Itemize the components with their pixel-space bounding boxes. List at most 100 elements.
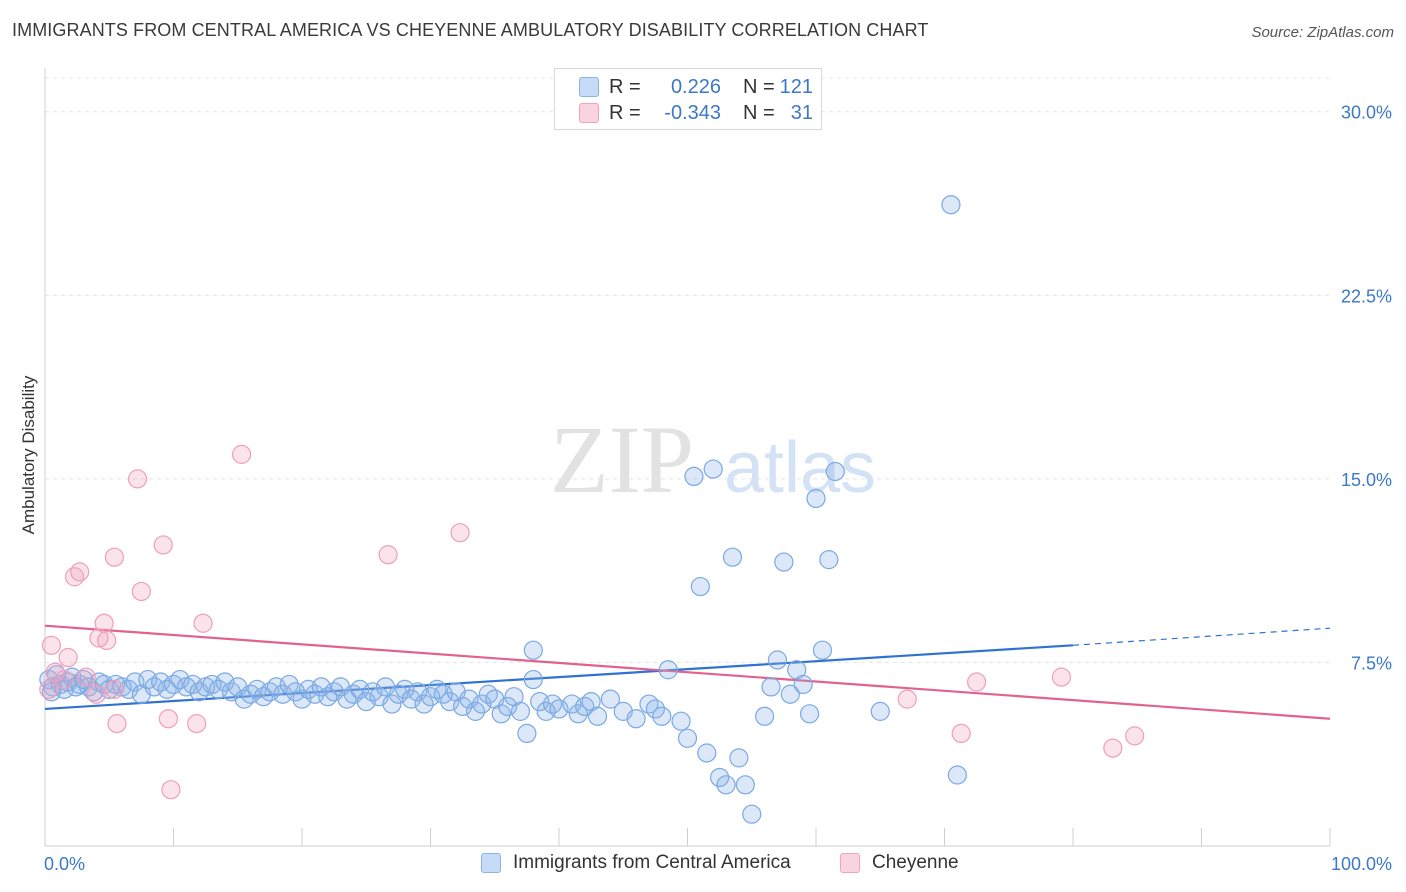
chart-title: IMMIGRANTS FROM CENTRAL AMERICA VS CHEYE… — [12, 20, 929, 40]
data-point — [716, 775, 736, 795]
data-point — [54, 669, 74, 690]
legend-swatch-blue — [481, 853, 501, 873]
y-tick-label: 7.5% — [1351, 653, 1392, 673]
y-tick-label: 15.0% — [1341, 470, 1392, 490]
data-point — [774, 552, 794, 572]
data-point — [378, 545, 398, 565]
data-point — [153, 535, 173, 555]
data-point — [382, 694, 402, 714]
legend-r-label: R = — [609, 75, 641, 98]
data-point — [408, 682, 428, 702]
data-point — [710, 767, 730, 788]
data-point — [107, 714, 127, 734]
data-point — [761, 677, 781, 697]
data-point — [587, 706, 608, 726]
data-point — [215, 672, 235, 692]
series-cheyenne — [39, 444, 1145, 800]
legend-row-series-1: R = 0.226 N = 121 — [579, 75, 813, 99]
data-point — [292, 689, 312, 709]
watermark: ZIP atlas — [550, 406, 876, 513]
source-label: Source: ZipAtlas.com — [1251, 24, 1394, 41]
data-point — [459, 689, 479, 709]
data-point — [127, 469, 148, 489]
data-point — [356, 691, 376, 712]
data-point — [754, 706, 775, 726]
data-point — [870, 701, 890, 721]
legend-n-label: N = — [743, 75, 775, 98]
data-point — [697, 743, 717, 763]
data-point — [118, 679, 139, 699]
data-point — [465, 701, 486, 721]
data-point — [947, 765, 967, 785]
data-point — [812, 640, 833, 660]
data-point — [767, 650, 788, 670]
data-point — [523, 640, 543, 660]
x-tick-labels: 0.0% 100.0% — [44, 854, 1392, 874]
data-point — [89, 628, 109, 648]
y-tick-labels: 7.5% 15.0% 22.5% 30.0% — [1341, 103, 1392, 674]
data-point — [941, 195, 961, 215]
data-point — [161, 780, 181, 800]
data-point — [703, 459, 723, 479]
y-axis-label: Ambulatory Disability — [19, 375, 38, 534]
data-point — [450, 523, 470, 543]
data-point — [311, 677, 331, 697]
data-point — [39, 679, 59, 699]
data-point — [58, 647, 78, 668]
legend-item-label: Immigrants from Central America — [513, 852, 791, 873]
y-tick-label: 30.0% — [1341, 103, 1392, 123]
data-point — [951, 723, 971, 744]
data-point — [193, 613, 213, 633]
watermark-atlas: atlas — [724, 428, 876, 508]
data-point — [131, 581, 151, 602]
legend-row-series-2: R = -0.343 N = 31 — [579, 101, 813, 125]
data-point — [967, 672, 987, 692]
data-point — [232, 444, 252, 464]
data-point — [158, 709, 178, 729]
data-point — [414, 694, 434, 714]
legend-swatch-pink — [840, 853, 860, 873]
legend-n-value: 121 — [779, 75, 813, 98]
legend-n-value: 31 — [790, 101, 813, 124]
data-point — [472, 694, 492, 714]
data-point — [279, 674, 299, 695]
data-point — [645, 699, 665, 719]
data-point — [523, 669, 543, 690]
data-point — [1051, 667, 1072, 687]
legend-item-central-america[interactable]: Immigrants from Central America — [481, 852, 791, 874]
data-point — [806, 488, 826, 509]
data-point — [41, 682, 62, 702]
y-tick-label: 22.5% — [1341, 286, 1392, 306]
legend-item-cheyenne[interactable]: Cheyenne — [840, 852, 959, 874]
data-point — [677, 728, 698, 748]
data-point — [89, 672, 109, 692]
data-point — [658, 660, 678, 680]
series-legend: Immigrants from Central America Cheyenne — [0, 852, 1406, 878]
watermark-zip: ZIP — [550, 406, 694, 513]
legend-r-value: 0.226 — [670, 75, 721, 98]
x-tick-label: 0.0% — [44, 854, 85, 874]
data-point — [600, 689, 621, 709]
data-point — [517, 723, 537, 744]
data-point — [793, 674, 813, 695]
data-point — [799, 704, 820, 724]
data-point — [568, 704, 588, 724]
data-point — [104, 547, 124, 567]
data-point — [70, 562, 90, 582]
data-point — [780, 684, 800, 704]
data-point — [549, 699, 569, 719]
data-point — [1125, 726, 1145, 746]
data-point — [671, 711, 691, 731]
legend-n-label: N = — [743, 101, 775, 124]
data-point — [510, 701, 531, 721]
legend-item-label: Cheyenne — [872, 852, 959, 873]
data-point — [729, 748, 749, 768]
data-point — [76, 667, 96, 687]
legend-swatch-pink — [579, 103, 599, 123]
data-point — [498, 696, 518, 717]
legend-r-label: R = — [609, 101, 641, 124]
data-point — [187, 714, 207, 734]
data-point — [94, 613, 114, 633]
data-point — [626, 709, 646, 729]
data-point — [825, 461, 845, 482]
